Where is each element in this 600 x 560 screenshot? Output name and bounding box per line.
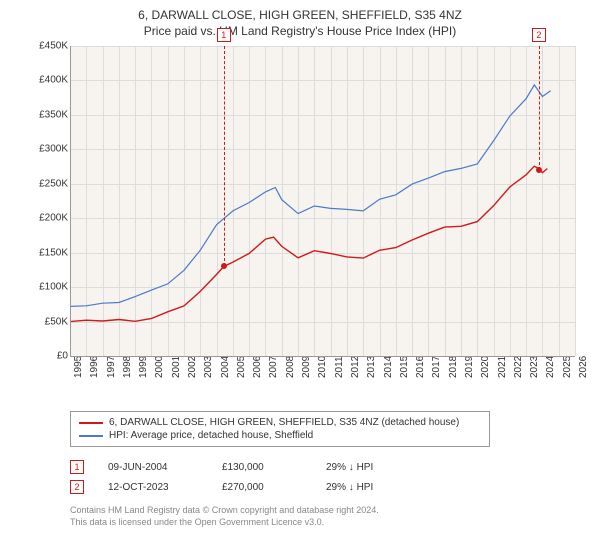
x-tick-label: 2020	[480, 356, 491, 378]
x-tick-label: 2000	[154, 356, 165, 378]
x-tick-label: 2013	[366, 356, 377, 378]
x-axis: 1995 1996 1997 1998 1999 2000 2001 2002 2003 2004…	[70, 356, 575, 381]
transaction-price: £270,000	[222, 482, 302, 493]
y-tick-label: £350K	[39, 109, 68, 120]
y-tick-label: £400K	[39, 75, 68, 86]
x-tick-label: 2015	[399, 356, 410, 378]
x-tick-label: 2010	[317, 356, 328, 378]
y-tick-label: £50K	[45, 316, 68, 327]
x-tick-label: 2002	[187, 356, 198, 378]
x-tick-label: 2007	[268, 356, 279, 378]
legend-item: HPI: Average price, detached house, Shef…	[79, 429, 481, 442]
footnote-line1: Contains HM Land Registry data © Crown c…	[70, 505, 580, 517]
x-tick-label: 2023	[529, 356, 540, 378]
transaction-number: 1	[70, 460, 84, 474]
marker-dashline	[539, 46, 540, 170]
y-tick-label: £300K	[39, 144, 68, 155]
legend: 6, DARWALL CLOSE, HIGH GREEN, SHEFFIELD,…	[70, 411, 490, 447]
marker-dot	[536, 167, 542, 173]
legend-swatch	[79, 435, 103, 437]
x-tick-label: 2005	[236, 356, 247, 378]
transaction-delta: 29% ↓ HPI	[326, 482, 373, 493]
x-tick-label: 2016	[415, 356, 426, 378]
x-tick-label: 2021	[497, 356, 508, 378]
x-tick-label: 1995	[73, 356, 84, 378]
legend-label: HPI: Average price, detached house, Shef…	[109, 430, 313, 441]
x-tick-label: 2026	[578, 356, 589, 378]
footnote: Contains HM Land Registry data © Crown c…	[70, 505, 580, 528]
x-tick-label: 2022	[513, 356, 524, 378]
x-tick-label: 2018	[448, 356, 459, 378]
x-tick-label: 2009	[301, 356, 312, 378]
x-tick-label: 2019	[464, 356, 475, 378]
y-tick-label: £100K	[39, 282, 68, 293]
legend-swatch	[79, 422, 103, 424]
x-gridline	[575, 46, 576, 356]
x-tick-label: 2014	[383, 356, 394, 378]
x-tick-label: 2011	[334, 356, 345, 378]
x-tick-label: 2024	[545, 356, 556, 378]
transaction-row: 2 12-OCT-2023 £270,000 29% ↓ HPI	[70, 477, 580, 497]
y-tick-label: £250K	[39, 178, 68, 189]
transaction-delta: 29% ↓ HPI	[326, 462, 373, 473]
y-tick-label: £0	[57, 351, 68, 362]
x-tick-label: 2004	[220, 356, 231, 378]
transaction-price: £130,000	[222, 462, 302, 473]
y-axis-line	[70, 46, 71, 356]
y-tick-label: £150K	[39, 247, 68, 258]
x-tick-label: 2006	[252, 356, 263, 378]
marker-label: 2	[532, 28, 546, 42]
y-tick-label: £450K	[39, 41, 68, 52]
transaction-table: 1 09-JUN-2004 £130,000 29% ↓ HPI 2 12-OCT-202…	[70, 457, 580, 497]
transaction-date: 12-OCT-2023	[108, 482, 198, 493]
transaction-row: 1 09-JUN-2004 £130,000 29% ↓ HPI	[70, 457, 580, 477]
x-tick-label: 1997	[106, 356, 117, 378]
marker-dot	[221, 263, 227, 269]
x-tick-label: 2008	[285, 356, 296, 378]
legend-label: 6, DARWALL CLOSE, HIGH GREEN, SHEFFIELD,…	[109, 417, 459, 428]
legend-item: 6, DARWALL CLOSE, HIGH GREEN, SHEFFIELD,…	[79, 416, 481, 429]
x-tick-label: 1996	[89, 356, 100, 378]
marker-label: 1	[217, 28, 231, 42]
y-axis: £0£50K£100K£150K£200K£250K£300K£350K£400…	[30, 46, 70, 356]
series-property	[70, 166, 547, 321]
chart-lines	[70, 46, 575, 356]
transaction-number: 2	[70, 480, 84, 494]
chart-area: £0 £50K £100K £150K £200K £250K £300K £350K £400…	[30, 46, 575, 381]
x-tick-label: 1998	[122, 356, 133, 378]
x-tick-label: 1999	[138, 356, 149, 378]
x-axis-line	[70, 356, 575, 357]
chart-title-subtitle: Price paid vs. HM Land Registry's House …	[20, 24, 580, 38]
transaction-date: 09-JUN-2004	[108, 462, 198, 473]
marker-dashline	[224, 46, 225, 266]
x-tick-label: 2025	[562, 356, 573, 378]
chart-title-address: 6, DARWALL CLOSE, HIGH GREEN, SHEFFIELD,…	[20, 8, 580, 22]
footnote-line2: This data is licensed under the Open Gov…	[70, 517, 580, 529]
y-tick-label: £200K	[39, 213, 68, 224]
series-hpi	[70, 85, 551, 307]
x-tick-label: 2012	[350, 356, 361, 378]
x-tick-label: 2017	[431, 356, 442, 378]
x-tick-label: 2003	[203, 356, 214, 378]
x-tick-label: 2001	[171, 356, 182, 378]
